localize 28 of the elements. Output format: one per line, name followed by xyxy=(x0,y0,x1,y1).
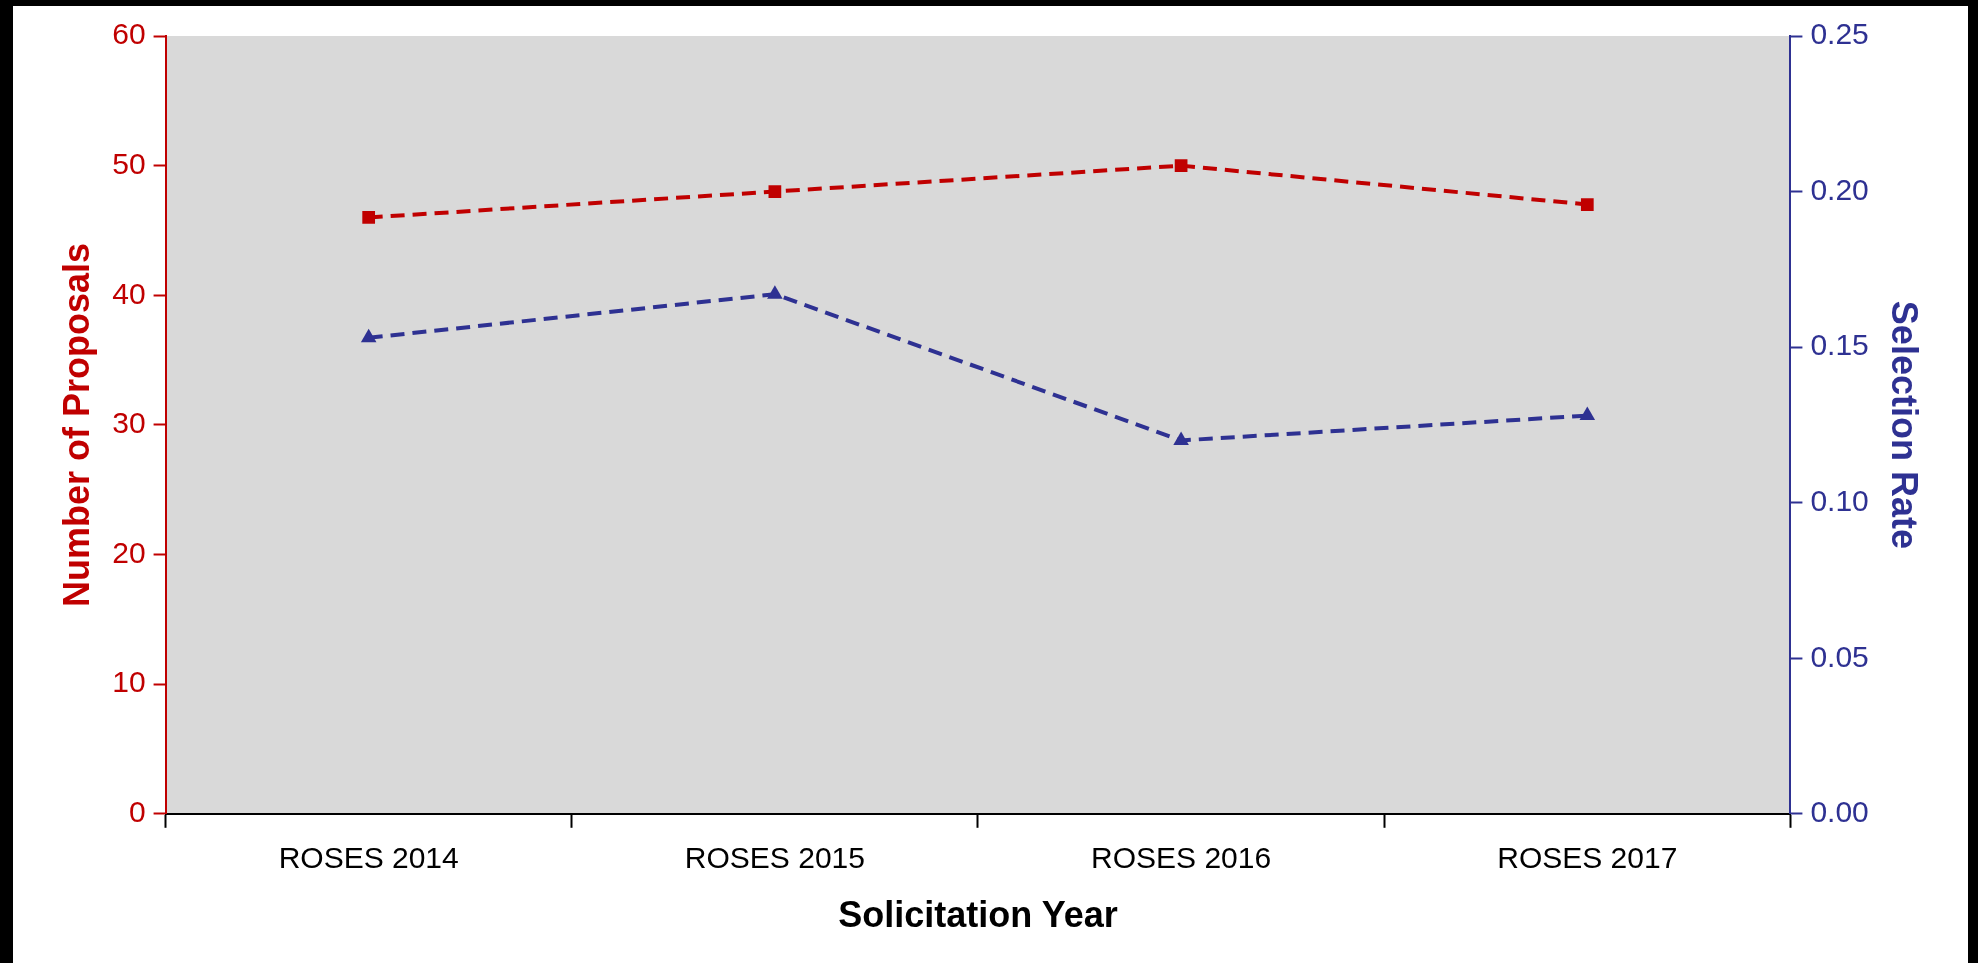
y-tick-label: 0 xyxy=(128,795,146,829)
y-axis-title: Number of Proposals xyxy=(55,242,97,607)
x-tick-label: ROSES 2014 xyxy=(278,841,459,875)
point xyxy=(1579,406,1596,421)
y-tick-label: 10 xyxy=(112,665,146,699)
point xyxy=(768,185,782,198)
y2-tick-label: 0.25 xyxy=(1810,17,1869,51)
point xyxy=(362,211,376,224)
x-axis-title: Solicitation Year xyxy=(838,894,1118,936)
x-tick-label: ROSES 2017 xyxy=(1497,841,1678,875)
x-tick-label: ROSES 2015 xyxy=(684,841,865,875)
point xyxy=(767,285,783,299)
point xyxy=(1580,198,1594,211)
y2-tick-label: 0.20 xyxy=(1810,172,1869,206)
y2-tick-label: 0.10 xyxy=(1810,483,1869,517)
point xyxy=(1174,159,1188,172)
x-tick-label: ROSES 2016 xyxy=(1091,841,1272,875)
point xyxy=(360,328,377,343)
y-tick-label: 60 xyxy=(112,17,146,51)
y-tick-label: 40 xyxy=(112,276,146,310)
point xyxy=(1173,431,1189,445)
y-tick-label: 50 xyxy=(112,146,146,180)
y2-axis-title: Selection Rate xyxy=(1884,300,1926,549)
y2-tick-label: 0.15 xyxy=(1810,328,1869,362)
y2-tick-label: 0.00 xyxy=(1810,795,1869,829)
y-tick-label: 30 xyxy=(112,406,146,440)
y2-tick-label: 0.05 xyxy=(1810,639,1869,673)
y-tick-label: 20 xyxy=(112,535,146,569)
